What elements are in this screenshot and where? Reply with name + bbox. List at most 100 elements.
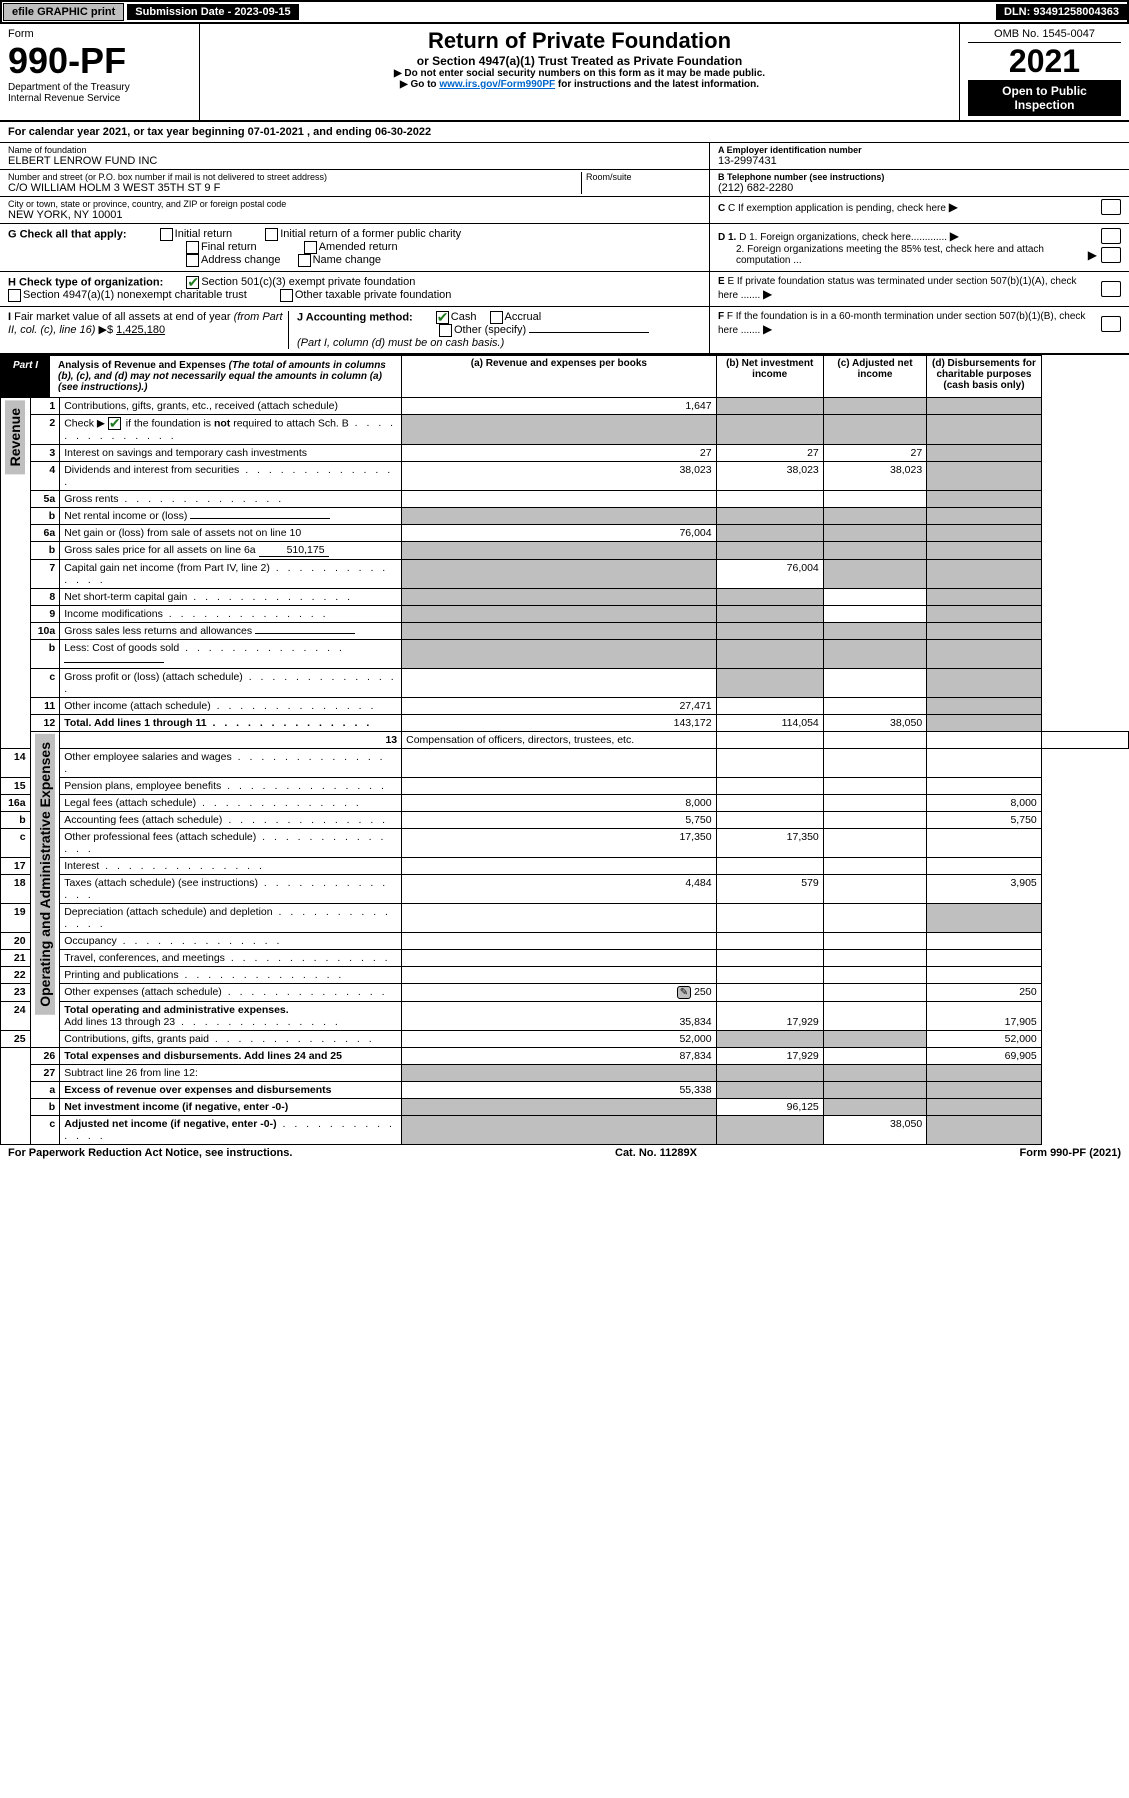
e-checkbox[interactable] <box>1101 281 1121 297</box>
f-checkbox[interactable] <box>1101 316 1121 332</box>
r9-desc: Income modifications <box>64 608 163 620</box>
cal-end: 06-30-2022 <box>375 126 431 138</box>
d1-checkbox[interactable] <box>1101 228 1121 244</box>
row-19: 19 Depreciation (attach schedule) and de… <box>1 904 1129 933</box>
r2-num: 2 <box>30 415 60 445</box>
row-21: 21 Travel, conferences, and meetings <box>1 950 1129 967</box>
row-10b: b Less: Cost of goods sold <box>1 640 1129 669</box>
r19-num: 19 <box>1 904 31 933</box>
efile-btn[interactable]: efile GRAPHIC print <box>3 3 124 21</box>
f-label: F If the foundation is in a 60-month ter… <box>718 311 1085 336</box>
r16b-d: 5,750 <box>927 812 1042 829</box>
row-16b: b Accounting fees (attach schedule) 5,75… <box>1 812 1129 829</box>
r6a-num: 6a <box>30 525 60 542</box>
note2: ▶ Go to www.irs.gov/Form990PF for instru… <box>208 79 951 90</box>
chk-final[interactable] <box>186 241 199 254</box>
chk-schB[interactable] <box>108 417 121 430</box>
chk-other-tax[interactable] <box>280 289 293 302</box>
r13-desc: Compensation of officers, directors, tru… <box>402 732 716 749</box>
r18-num: 18 <box>1 875 31 904</box>
g-label: G Check all that apply: <box>8 228 127 240</box>
chk-initial-former[interactable] <box>265 228 278 241</box>
r6a-a: 76,004 <box>402 525 716 542</box>
cal-mid: , and ending <box>304 126 375 138</box>
form990pf-link[interactable]: www.irs.gov/Form990PF <box>439 79 555 90</box>
c-checkbox[interactable] <box>1101 199 1121 215</box>
col-c-hdr: (c) Adjusted net income <box>823 356 926 398</box>
r11-num: 11 <box>30 698 60 715</box>
calendar-year: For calendar year 2021, or tax year begi… <box>0 122 1129 143</box>
row-5b: b Net rental income or (loss) <box>1 508 1129 525</box>
col-b-hdr: (b) Net investment income <box>716 356 823 398</box>
r27-num: 27 <box>30 1065 60 1082</box>
r12-c: 38,050 <box>823 715 926 732</box>
d1: D 1. Foreign organizations, check here..… <box>739 232 947 243</box>
r18-b: 579 <box>716 875 823 904</box>
foundation-name: ELBERT LENROW FUND INC <box>8 155 701 167</box>
chk-address[interactable] <box>186 254 199 267</box>
d2: 2. Foreign organizations meeting the 85%… <box>718 244 1088 266</box>
row-8: 8 Net short-term capital gain <box>1 589 1129 606</box>
city-label: City or town, state or province, country… <box>8 199 701 209</box>
r1-desc: Contributions, gifts, grants, etc., rece… <box>60 398 402 415</box>
row-27c: c Adjusted net income (if negative, ente… <box>1 1116 1129 1145</box>
r21-desc: Travel, conferences, and meetings <box>64 952 225 964</box>
chk-other-acct[interactable] <box>439 324 452 337</box>
chk-4947[interactable] <box>8 289 21 302</box>
r27b-num: b <box>30 1099 60 1116</box>
chk-501c3[interactable] <box>186 276 199 289</box>
r27a-a: 55,338 <box>402 1082 716 1099</box>
r24-num: 24 <box>1 1002 31 1031</box>
r14-desc: Other employee salaries and wages <box>64 751 232 763</box>
r27a-desc: Excess of revenue over expenses and disb… <box>60 1082 402 1099</box>
r26-a: 87,834 <box>402 1048 716 1065</box>
chk-name[interactable] <box>298 254 311 267</box>
footer-left: For Paperwork Reduction Act Notice, see … <box>8 1147 292 1159</box>
form-number: 990-PF <box>8 40 191 82</box>
chk-accrual[interactable] <box>490 311 503 324</box>
j-label: J Accounting method: <box>297 311 413 323</box>
r10c-desc: Gross profit or (loss) (attach schedule) <box>64 671 243 683</box>
cal-pre: For calendar year 2021, or tax year begi… <box>8 126 248 138</box>
r11-desc: Other income (attach schedule) <box>64 700 211 712</box>
irs: Internal Revenue Service <box>8 93 191 104</box>
telephone: (212) 682-2280 <box>718 182 1121 194</box>
chk-initial[interactable] <box>160 228 173 241</box>
r7-b: 76,004 <box>716 560 823 589</box>
r12-desc: Total. Add lines 1 through 11 <box>64 717 206 729</box>
r16c-b: 17,350 <box>716 829 823 858</box>
row-2: 2 Check ▶ if the foundation is not requi… <box>1 415 1129 445</box>
row-20: 20 Occupancy <box>1 933 1129 950</box>
j-note: (Part I, column (d) must be on cash basi… <box>297 337 504 349</box>
chk-cash[interactable] <box>436 311 449 324</box>
r10c-num: c <box>30 669 60 698</box>
r16c-num: c <box>1 829 31 858</box>
dln: DLN: 93491258004363 <box>996 4 1127 20</box>
r10b-num: b <box>30 640 60 669</box>
tax-year: 2021 <box>968 43 1121 80</box>
r21-num: 21 <box>1 950 31 967</box>
r3-c: 27 <box>823 445 926 462</box>
g-section: G Check all that apply: Initial return I… <box>0 224 1129 272</box>
address-change: Address change <box>201 254 281 266</box>
row-10a: 10a Gross sales less returns and allowan… <box>1 623 1129 640</box>
r23-desc: Other expenses (attach schedule) <box>64 986 222 998</box>
c-label: C If exemption application is pending, c… <box>728 203 946 214</box>
footer-mid: Cat. No. 11289X <box>615 1147 697 1159</box>
r16b-num: b <box>1 812 31 829</box>
topbar: efile GRAPHIC print Submission Date - 20… <box>0 0 1129 24</box>
r6a-desc: Net gain or (loss) from sale of assets n… <box>60 525 402 542</box>
row-27: 27 Subtract line 26 from line 12: <box>1 1065 1129 1082</box>
chk-amended[interactable] <box>304 241 317 254</box>
r1-a: 1,647 <box>402 398 716 415</box>
r20-desc: Occupancy <box>64 935 117 947</box>
form-title: Return of Private Foundation <box>208 28 951 54</box>
other-taxable: Other taxable private foundation <box>295 289 452 301</box>
row-6a: 6a Net gain or (loss) from sale of asset… <box>1 525 1129 542</box>
addr-label: Number and street (or P.O. box number if… <box>8 172 581 182</box>
r3-a: 27 <box>402 445 716 462</box>
h-label: H Check type of organization: <box>8 276 163 288</box>
r5b-num: b <box>30 508 60 525</box>
d2-checkbox[interactable] <box>1101 247 1121 263</box>
attach-icon[interactable]: ✎ <box>677 986 691 999</box>
